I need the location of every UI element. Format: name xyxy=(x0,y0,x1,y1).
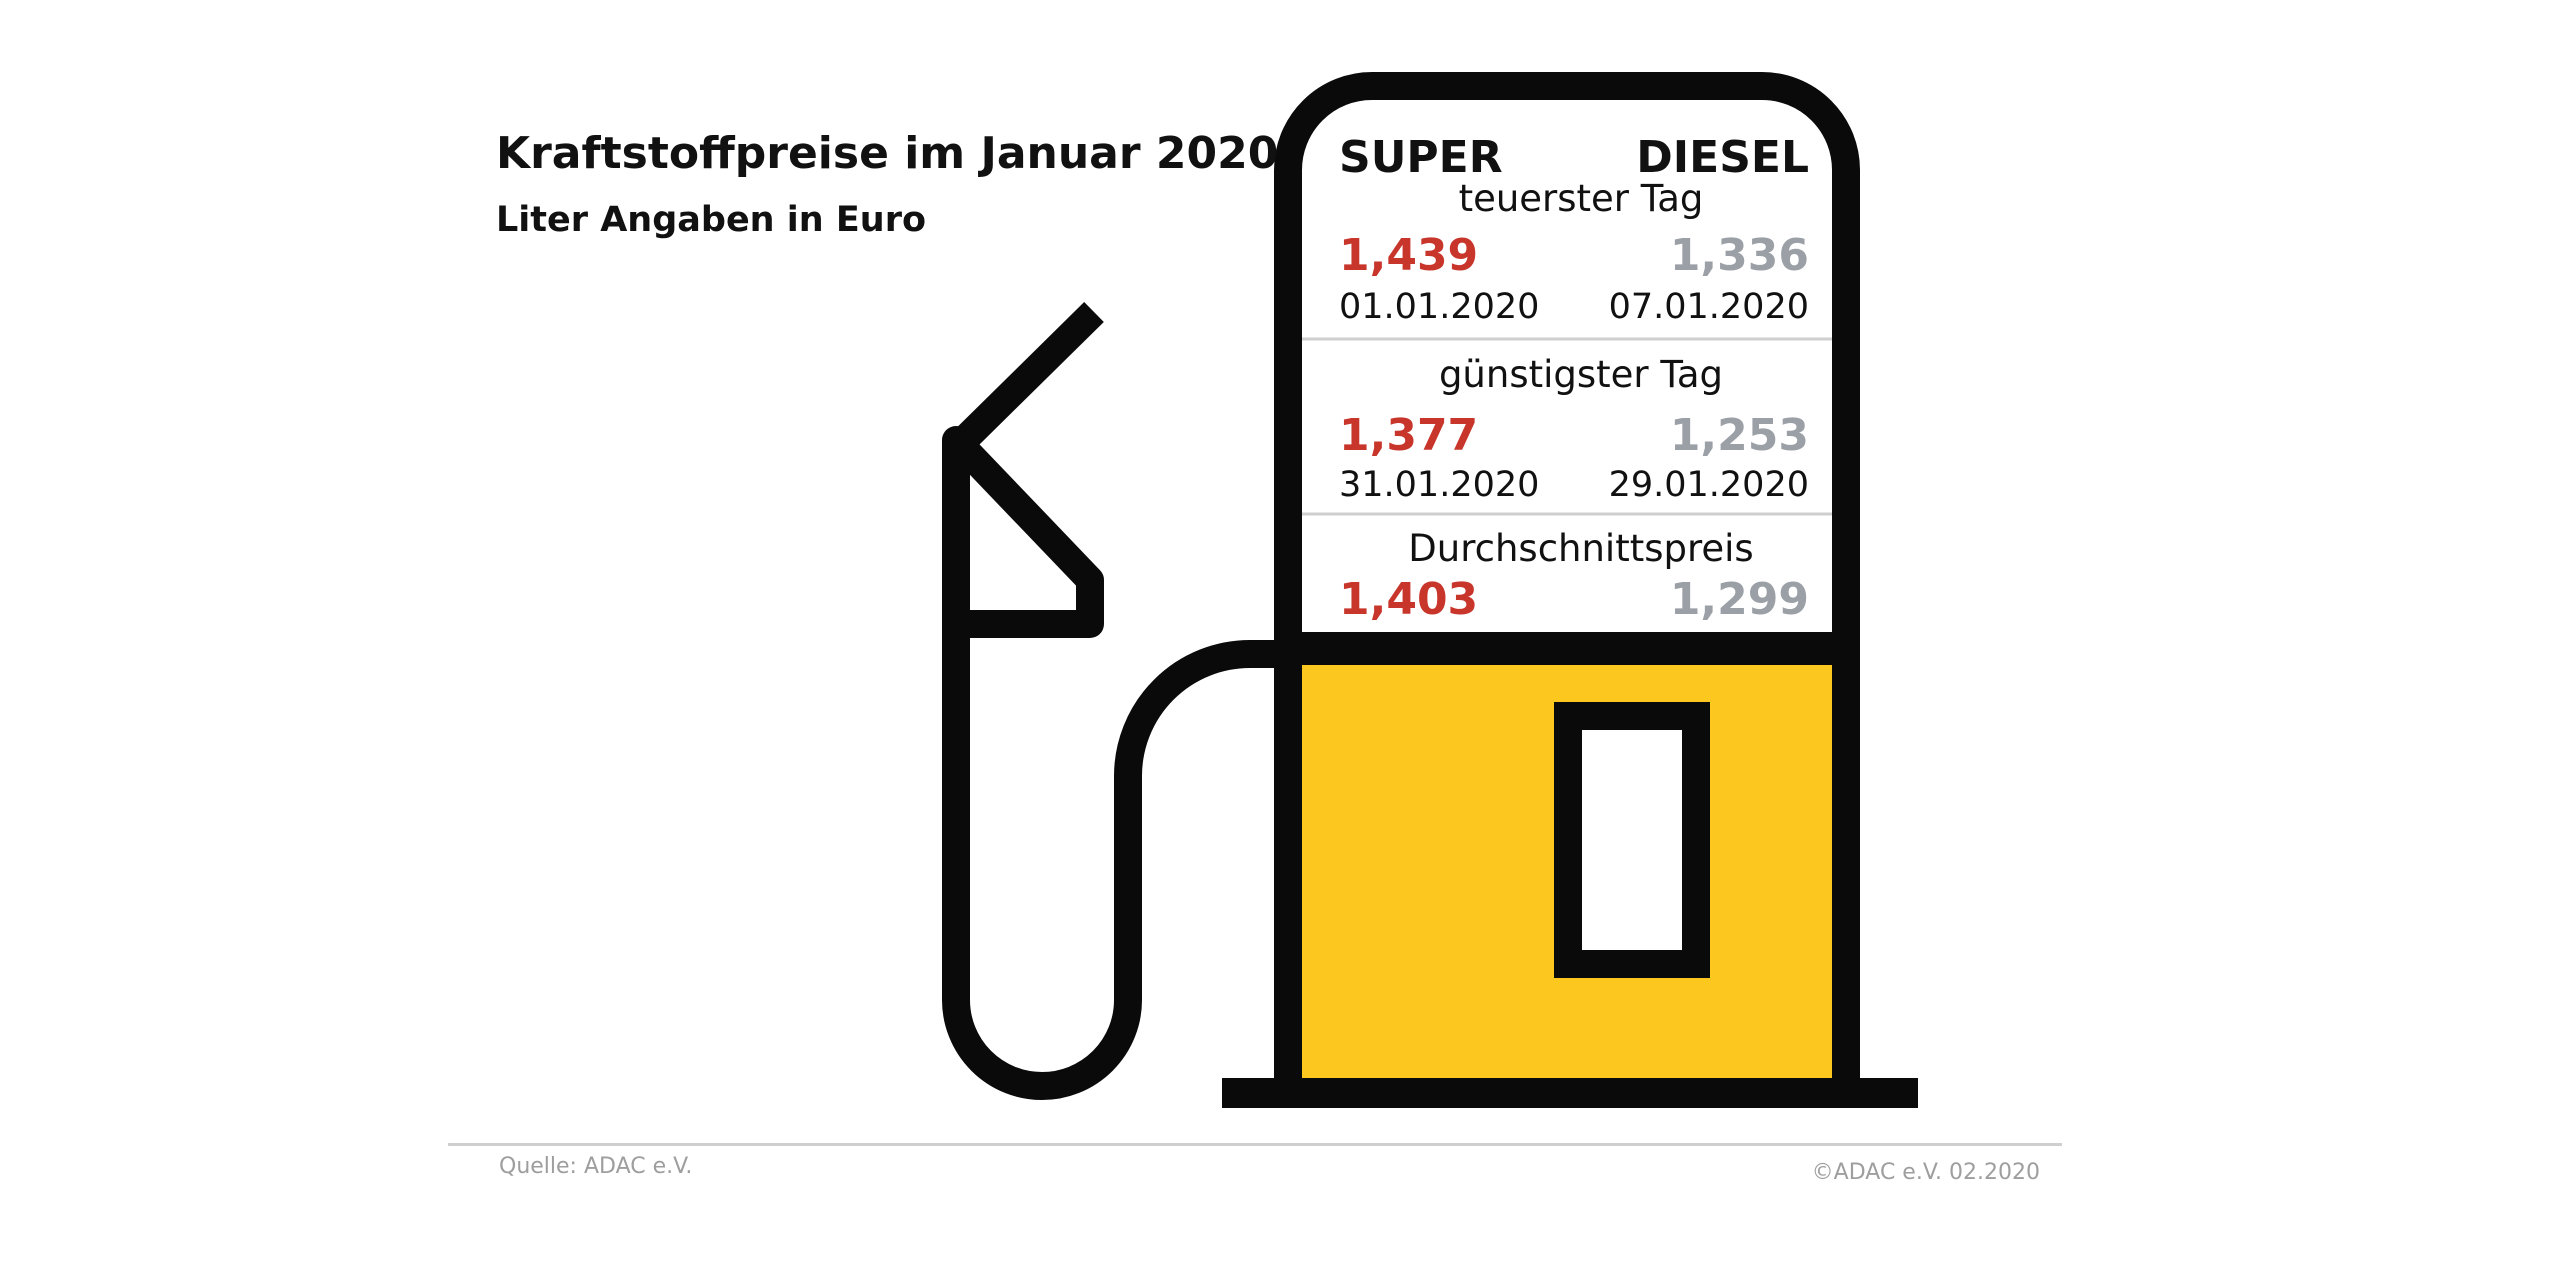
diesel-date-cheapest: 29.01.2020 xyxy=(1608,465,1809,505)
fuel-nozzle-icon xyxy=(942,302,1104,638)
super-price-cheapest: 1,377 xyxy=(1339,410,1479,461)
super-price-average: 1,403 xyxy=(1339,574,1479,625)
copyright-note: ©ADAC e.V. 02.2020 xyxy=(1811,1160,2040,1185)
column-header-diesel: DIESEL xyxy=(1636,132,1809,183)
pump-frame xyxy=(1274,72,1860,1088)
section-label-most-expensive: teuerster Tag xyxy=(1458,177,1704,220)
source-note: Quelle: ADAC e.V. xyxy=(499,1154,693,1179)
super-price-most-expensive: 1,439 xyxy=(1339,230,1479,281)
diesel-price-cheapest: 1,253 xyxy=(1669,410,1809,461)
column-header-super: SUPER xyxy=(1339,132,1503,183)
section-label-average: Durchschnittspreis xyxy=(1408,527,1754,570)
diesel-price-most-expensive: 1,336 xyxy=(1669,230,1809,281)
pump-base xyxy=(1222,1078,1918,1108)
pump-window xyxy=(1554,702,1710,978)
diesel-price-average: 1,299 xyxy=(1669,574,1809,625)
footer-rule xyxy=(448,1143,2062,1146)
section-label-cheapest: günstigster Tag xyxy=(1438,353,1724,396)
super-date-most-expensive: 01.01.2020 xyxy=(1339,287,1540,327)
diesel-date-most-expensive: 07.01.2020 xyxy=(1608,287,1809,327)
pump-hose xyxy=(942,620,1288,1100)
display-divider xyxy=(1288,632,1846,665)
page-title: Kraftstoffpreise im Januar 2020 xyxy=(496,128,1279,179)
super-date-cheapest: 31.01.2020 xyxy=(1339,465,1540,505)
page-subtitle: Liter Angaben in Euro xyxy=(496,200,927,240)
